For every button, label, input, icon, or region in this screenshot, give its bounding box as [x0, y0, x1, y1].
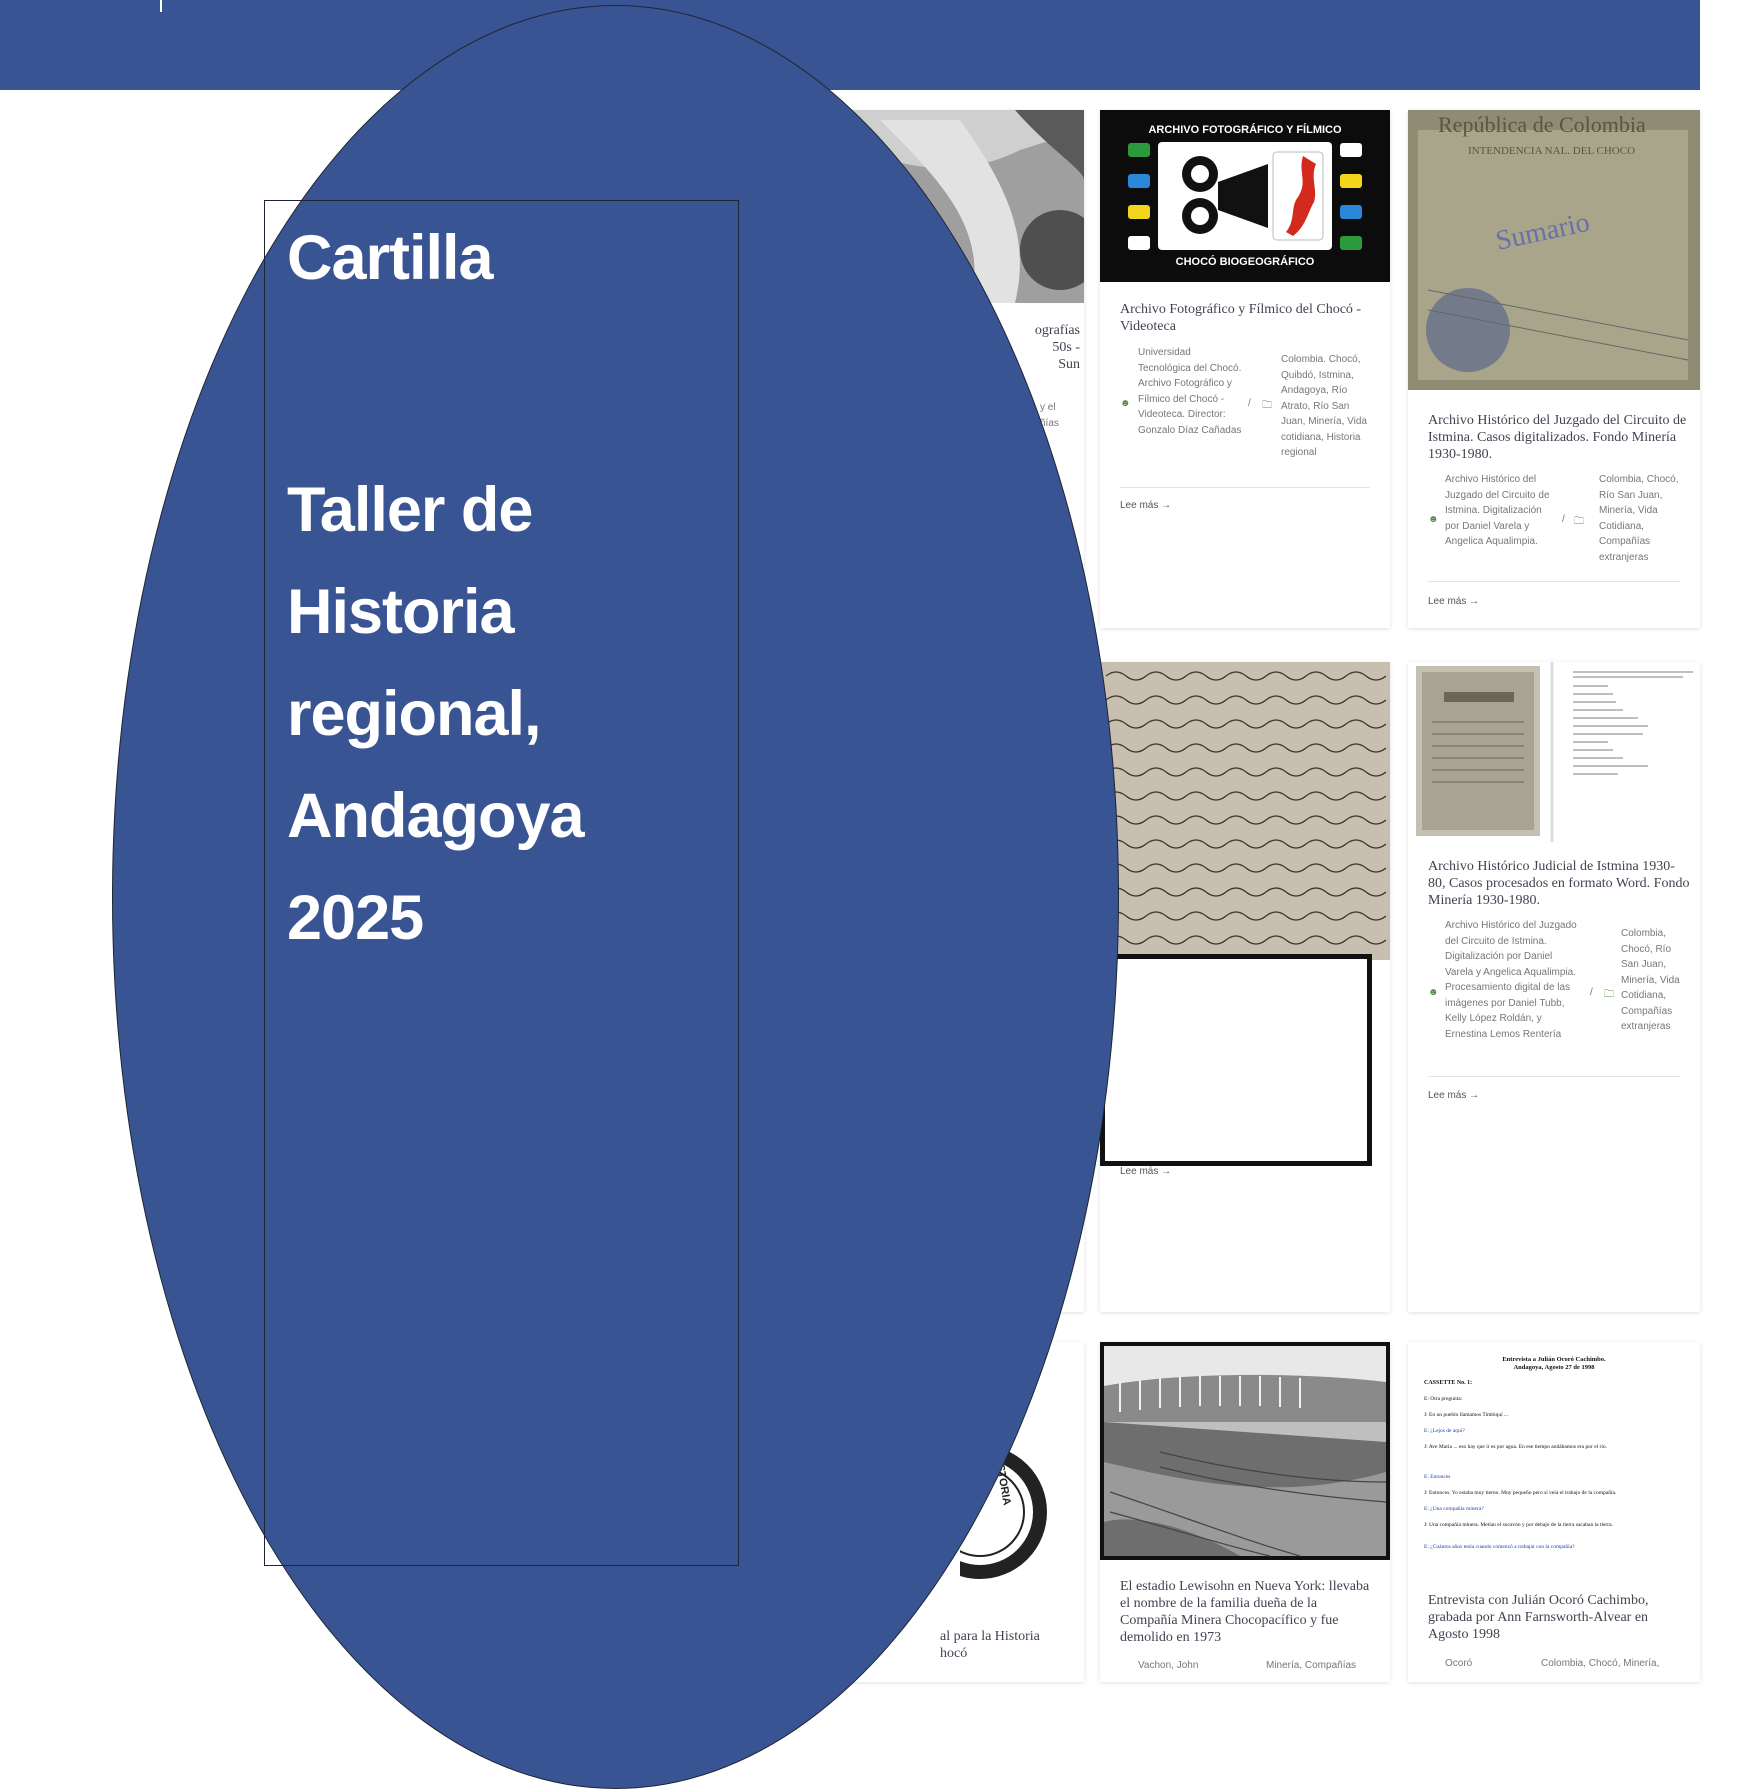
handwriting-graphic [1100, 662, 1390, 960]
document-scans-photo [1408, 662, 1700, 842]
cover-subtitle-line: regional, [287, 679, 542, 749]
card-interview[interactable]: Entrevista a Julián Ocoró Cachimbo. Anda… [1408, 1342, 1700, 1682]
cover-subtitle-line: Historia [287, 577, 515, 647]
film-strip-cell [1340, 174, 1362, 188]
film-strip-cell [1340, 205, 1362, 219]
cover-oval [112, 5, 1119, 1789]
transcript-line: E: ¿Lejos de aquí? [1424, 1428, 1465, 1434]
cover-subtitle-line: Andagoya [287, 781, 585, 851]
logo-top-text: ARCHIVO FOTOGRÁFICO Y FÍLMICO [1148, 124, 1342, 136]
card-photographs-meta-fragment: y el ñías [1040, 402, 1059, 429]
film-strip-cell [1340, 236, 1362, 250]
transcript-heading: Entrevista a Julián Ocoró Cachimbo. [1502, 1356, 1606, 1363]
cover-subtitle-line: 2025 [287, 883, 424, 953]
card-film-archive-tags: Colombia. Chocó, Quibdó, Istmina, Andago… [1281, 354, 1367, 458]
card-judicial-word-title[interactable]: Archivo Histórico Judicial de Istmina 19… [1428, 859, 1690, 908]
svg-text:INTENDENCIA NAL. DEL CHOCO: INTENDENCIA NAL. DEL CHOCO [1468, 145, 1635, 157]
card-judicial-word-author: Archivo Histórico del Juzgado del Circui… [1445, 920, 1577, 1040]
cover-text-frame [264, 200, 739, 1566]
film-strip-cell [1128, 143, 1150, 157]
card-court-archive-tags: Colombia, Chocó, Río San Juan, Minería, … [1599, 474, 1679, 563]
card-court-archive-read-more[interactable]: Lee más → [1428, 596, 1480, 607]
old-document-graphic: República de Colombia INTENDENCIA NAL. D… [1408, 110, 1700, 390]
handwritten-document-photo [1100, 662, 1390, 960]
card-lewisohn-stadium-tags: Minería, Compañías [1266, 1660, 1357, 1671]
meta-separator: / [1248, 398, 1251, 409]
film-strip-cell [1340, 143, 1362, 157]
transcript-line: E: Entonces [1424, 1474, 1451, 1480]
transcript-page: Entrevista a Julián Ocoró Cachimbo. Anda… [1408, 1342, 1700, 1560]
card-divider [1428, 581, 1680, 582]
card-judicial-word[interactable]: Archivo Histórico Judicial de Istmina 19… [1408, 662, 1700, 1312]
folder-icon: 🗀 [1574, 516, 1584, 527]
svg-text:República de Colombia: República de Colombia [1438, 112, 1646, 137]
transcript-line: E: Otra pregunta: [1424, 1396, 1463, 1402]
card-photographs-title-fragment: ografías 50s - Sun [1034, 323, 1080, 372]
card-interview-author: Ocoró [1445, 1658, 1473, 1669]
card-interview-tags: Colombia, Chocó, Minería, [1541, 1658, 1660, 1669]
meta-separator: / [1562, 514, 1565, 525]
card-judicial-word-read-more[interactable]: Lee más → [1428, 1090, 1480, 1101]
film-archive-logo: ARCHIVO FOTOGRÁFICO Y FÍLMICO CHOCÓ BIOG… [1100, 110, 1390, 282]
card-court-archive-author: Archivo Histórico del Juzgado del Circui… [1445, 474, 1550, 547]
old-document-photo: República de Colombia INTENDENCIA NAL. D… [1408, 110, 1700, 390]
film-strip-cell [1128, 174, 1150, 188]
card-film-archive[interactable]: ARCHIVO FOTOGRÁFICO Y FÍLMICO CHOCÓ BIOG… [1100, 110, 1390, 628]
transcript-line: E: ¿Cuántos años tenía cuando comenzó a … [1424, 1544, 1575, 1550]
top-banner [0, 0, 1700, 90]
card-handwritten-doc-read-more[interactable]: Lee más → [1120, 1166, 1172, 1177]
cover-title: Cartilla [287, 223, 494, 293]
logo-bottom-text: CHOCÓ BIOGEOGRÁFICO [1175, 256, 1315, 268]
author-icon: ☻ [1428, 987, 1439, 998]
film-strip-cell [1128, 205, 1150, 219]
card-interview-title[interactable]: Entrevista con Julián Ocoró Cachimbo, gr… [1428, 1593, 1649, 1642]
banner-tick [160, 0, 162, 12]
card-left-bottom-title-fragment: al para la Historia hocó [940, 1629, 1040, 1661]
transcript-line: J: Ave María ... eso hay que ir es por a… [1424, 1444, 1608, 1450]
blank-overlay-box [1100, 954, 1372, 1166]
cover-subtitle-line: Taller de [287, 475, 533, 545]
card-court-archive-title[interactable]: Archivo Histórico del Juzgado del Circui… [1428, 413, 1687, 462]
transcript-line: J: Entonces. Yo estaba muy tierno. Muy p… [1424, 1490, 1617, 1496]
author-icon: ☻ [1120, 398, 1131, 409]
meta-separator: / [1590, 987, 1593, 998]
transcript-cassette: CASSETTE No. 1: [1424, 1380, 1473, 1386]
transcript-line: J: Una compañía minera. Metían el socavó… [1424, 1522, 1613, 1528]
card-handwritten-doc[interactable]: Lee más → [1100, 662, 1390, 1312]
card-court-archive[interactable]: República de Colombia INTENDENCIA NAL. D… [1408, 110, 1700, 628]
transcript-line: E: ¿Una compañía minera? [1424, 1506, 1484, 1512]
card-lewisohn-stadium[interactable]: El estadio Lewisohn en Nueva York: lleva… [1100, 1342, 1390, 1682]
folder-icon: 🗀 [1604, 989, 1614, 1000]
card-film-archive-author: Universidad Tecnológica del Chocó. Archi… [1138, 347, 1242, 436]
film-strip-cell [1128, 236, 1150, 250]
author-icon: ☻ [1428, 514, 1439, 525]
card-lewisohn-stadium-author: Vachon, John [1138, 1660, 1199, 1671]
card-divider [1428, 1076, 1680, 1077]
card-film-archive-read-more[interactable]: Lee más → [1120, 500, 1172, 511]
document-scans-graphic [1416, 662, 1693, 842]
card-judicial-word-tags: Colombia, Chocó, Río San Juan, Minería, … [1621, 928, 1680, 1032]
card-divider [1120, 487, 1370, 488]
transcript-line: J: En un pueblo llamamos Timbiquí ... [1424, 1412, 1509, 1418]
card-film-archive-title[interactable]: Archivo Fotográfico y Fílmico del Chocó … [1120, 302, 1362, 334]
camera-map-icon [1182, 151, 1324, 241]
card-lewisohn-stadium-title[interactable]: El estadio Lewisohn en Nueva York: lleva… [1120, 1579, 1370, 1645]
stadium-graphic [1104, 1346, 1387, 1557]
stadium-photo [1100, 1342, 1390, 1560]
folder-icon: 🗀 [1262, 400, 1272, 411]
logo-center-panel [1158, 142, 1332, 250]
transcript-subheading: Andagoya, Agosto 27 de 1998 [1513, 1364, 1595, 1371]
